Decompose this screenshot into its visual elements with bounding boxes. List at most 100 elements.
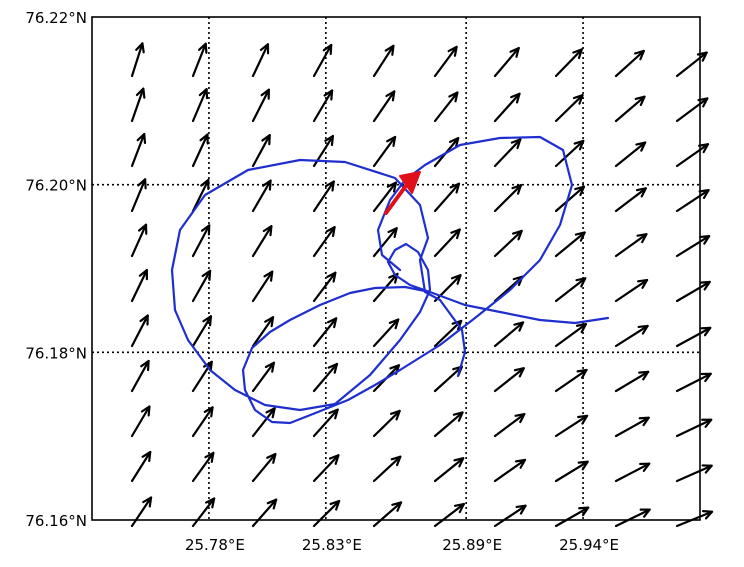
longitude-label: 25.89°E — [442, 536, 502, 554]
longitude-label: 25.94°E — [559, 536, 619, 554]
arrow-icon — [675, 326, 712, 348]
arrow-icon — [433, 411, 464, 438]
drift-track — [170, 135, 610, 425]
arrow-icon — [312, 408, 339, 438]
longitude-label: 25.78°E — [185, 536, 245, 554]
arrow-icon — [251, 498, 278, 528]
arrow-icon — [433, 457, 465, 483]
arrow-icon — [191, 88, 209, 123]
arrow-icon — [130, 223, 148, 258]
arrow-icon — [554, 323, 588, 348]
arrow-icon — [130, 178, 147, 213]
arrow-icon — [191, 315, 213, 348]
arrow-icon — [372, 90, 396, 123]
arrow-icon — [554, 139, 585, 168]
arrow-icon — [312, 89, 334, 123]
arrow-icon — [312, 499, 341, 528]
arrow-icon — [372, 135, 397, 168]
arrow-icon — [675, 510, 714, 528]
grid-lines — [92, 17, 700, 520]
arrow-icon — [191, 451, 215, 483]
arrow-icon — [251, 43, 270, 78]
arrow-icon — [554, 368, 588, 393]
arrow-icon — [191, 269, 212, 303]
arrow-icon — [433, 182, 461, 213]
arrow-icon — [251, 88, 270, 123]
arrow-icon — [614, 278, 649, 303]
arrow-icon — [614, 370, 650, 393]
arrow-icon — [130, 87, 146, 123]
arrow-icon — [251, 225, 273, 258]
arrow-icon — [312, 43, 333, 78]
arrow-icon — [312, 271, 337, 303]
arrow-icon — [251, 316, 275, 348]
arrow-icon — [493, 92, 521, 123]
arrow-icon — [251, 407, 276, 438]
arrow-icon — [372, 318, 400, 348]
arrow-icon — [191, 224, 211, 258]
arrow-icon — [675, 464, 713, 483]
map-frame — [91, 16, 701, 521]
arrow-icon — [493, 321, 525, 348]
arrow-icon — [372, 44, 395, 78]
longitude-label: 25.83°E — [302, 536, 362, 554]
heading-arrow-icon — [384, 171, 421, 215]
arrow-icon — [554, 231, 586, 258]
arrow-icon — [493, 138, 522, 168]
latitude-label: 76.20°N — [25, 177, 87, 195]
arrow-icon — [433, 365, 463, 393]
arrow-icon — [614, 141, 647, 168]
arrow-icon — [554, 277, 587, 303]
arrow-icon — [130, 269, 148, 303]
arrow-icon — [251, 270, 274, 303]
arrow-icon — [675, 189, 710, 213]
arrow-icon — [433, 228, 461, 258]
arrow-icon — [191, 497, 216, 528]
arrow-icon — [130, 359, 150, 393]
arrow-icon — [675, 97, 709, 123]
arrow-icon — [614, 416, 650, 438]
vector-field — [130, 42, 714, 528]
arrow-icon — [372, 409, 401, 438]
arrow-icon — [493, 229, 523, 258]
arrow-icon — [251, 134, 271, 168]
latitude-labels: 76.22°N 76.20°N 76.18°N 76.16°N — [25, 9, 87, 530]
arrow-icon — [675, 280, 711, 303]
arrow-icon — [493, 367, 525, 393]
latitude-label: 76.22°N — [25, 9, 87, 27]
arrow-icon — [372, 501, 403, 528]
arrow-icon — [433, 91, 459, 123]
arrow-icon — [312, 362, 339, 393]
arrow-icon — [675, 234, 711, 258]
arrow-icon — [554, 460, 589, 483]
arrow-icon — [675, 418, 713, 438]
arrow-icon — [312, 226, 336, 258]
arrow-icon — [130, 314, 149, 348]
arrow-icon — [554, 185, 586, 213]
arrow-icon — [554, 506, 590, 528]
arrow-icon — [493, 458, 527, 483]
arrow-icon — [312, 317, 338, 348]
arrow-icon — [493, 412, 526, 438]
arrow-icon — [554, 414, 589, 438]
arrow-icon — [191, 360, 213, 393]
arrow-icon — [251, 452, 277, 483]
arrow-icon — [675, 51, 708, 78]
arrow-icon — [312, 454, 340, 483]
arrow-icon — [433, 502, 465, 528]
arrow-icon — [130, 132, 147, 168]
arrow-icon — [372, 181, 397, 213]
arrow-icon — [614, 49, 645, 78]
arrow-icon — [372, 227, 398, 258]
arrow-icon — [191, 406, 214, 438]
arrow-icon — [251, 179, 272, 213]
arrow-icon — [191, 42, 208, 78]
arrow-icon — [614, 187, 647, 213]
arrow-icon — [433, 45, 458, 78]
arrow-icon — [614, 508, 651, 528]
arrow-icon — [251, 361, 275, 393]
arrow-icon — [372, 455, 402, 483]
arrow-icon — [614, 95, 646, 123]
longitude-labels: 25.78°E 25.83°E 25.89°E 25.94°E — [185, 536, 619, 554]
